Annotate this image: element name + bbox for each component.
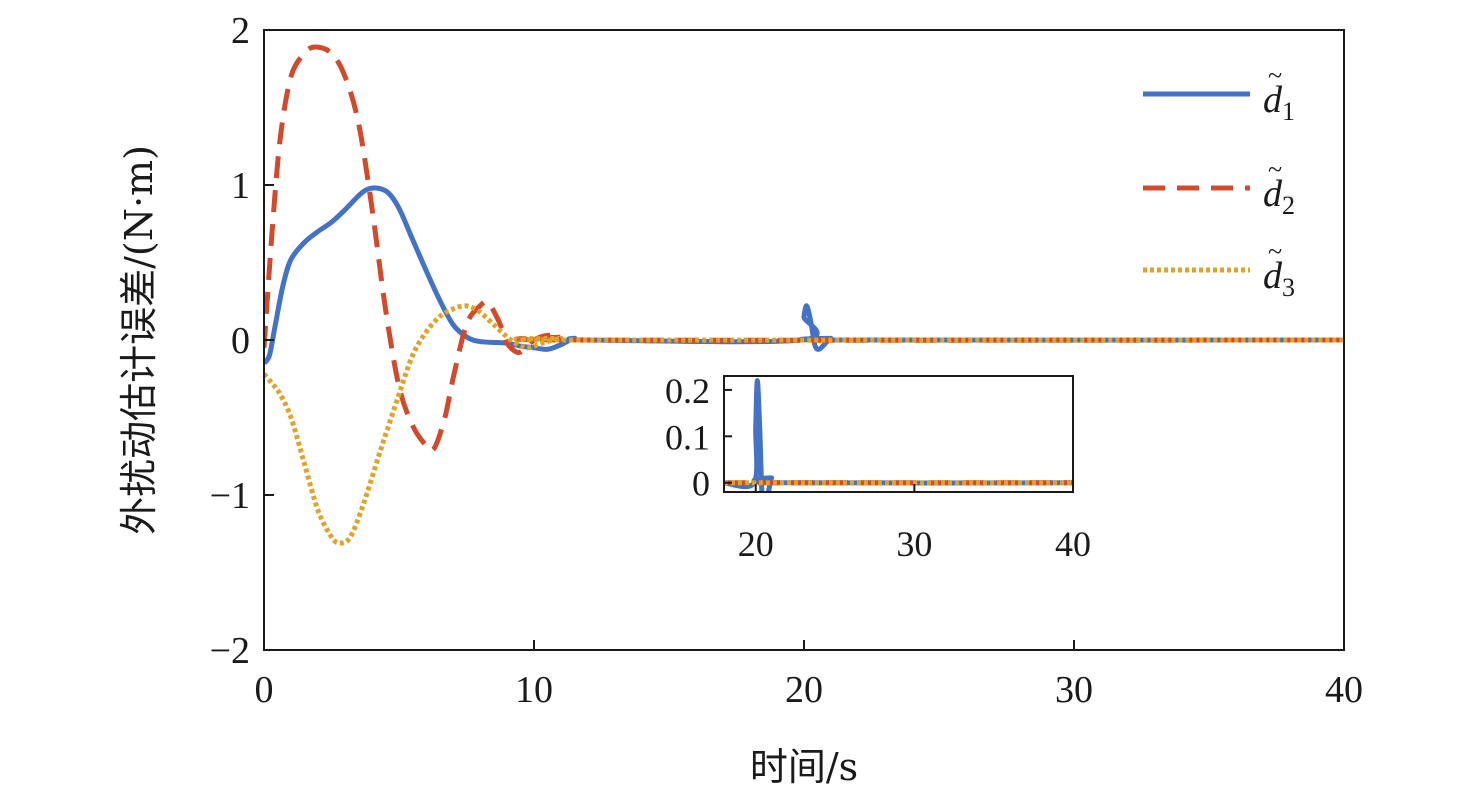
legend-label-base: d	[1263, 173, 1283, 215]
legend-label-base: d	[1263, 255, 1283, 297]
main-y-tick-label: −2	[210, 630, 250, 672]
inset-y-tick-label: 0	[692, 464, 710, 504]
legend-label-d2: d2	[1263, 173, 1295, 220]
inset-series-group	[724, 378, 1073, 492]
inset-x-tick-label: 20	[738, 524, 774, 564]
inset-y-tick-label: 0.1	[665, 417, 710, 457]
main-x-tick-label: 10	[515, 669, 553, 711]
x-axis-title: 时间/s	[750, 745, 858, 789]
main-y-tick-label: 2	[231, 10, 250, 52]
main-x-tick-label: 0	[255, 669, 274, 711]
inset-tick-group: 20 30 40 0 0.1 0.2	[665, 371, 1091, 564]
main-x-tick-label: 30	[1055, 669, 1093, 711]
main-x-tick-label: 20	[785, 669, 823, 711]
main-y-tick-label: 0	[231, 320, 250, 362]
legend-label-base: d	[1263, 79, 1283, 121]
inset-x-tick-label: 40	[1055, 524, 1091, 564]
main-series-group	[264, 44, 1344, 546]
series-line-d1	[264, 185, 1344, 365]
y-axis-title: 外扰动估计误差/(N·m)	[117, 145, 161, 535]
legend: ~d1~d2~d3	[1143, 61, 1295, 302]
legend-label-d1: d1	[1263, 79, 1295, 126]
legend-tilde: ~	[1268, 61, 1282, 90]
legend-label-d3: d3	[1263, 255, 1295, 302]
legend-tilde: ~	[1268, 155, 1282, 184]
inset-y-tick-label: 0.2	[665, 371, 710, 411]
series-line-d2	[264, 44, 1344, 453]
inset-background	[724, 376, 1073, 492]
inset-plot: 20 30 40 0 0.1 0.2	[665, 371, 1091, 564]
main-y-tick-label: 1	[231, 165, 250, 207]
main-y-tick-label: −1	[210, 475, 250, 517]
main-x-tick-label: 40	[1325, 669, 1363, 711]
legend-label-subscript: 3	[1282, 273, 1295, 302]
legend-label-subscript: 2	[1282, 191, 1295, 220]
series-line-d3	[264, 303, 1344, 546]
inset-x-tick-label: 30	[896, 524, 932, 564]
legend-tilde: ~	[1268, 237, 1282, 266]
inset-plot-frame	[723, 375, 1074, 493]
legend-label-subscript: 1	[1282, 97, 1295, 126]
